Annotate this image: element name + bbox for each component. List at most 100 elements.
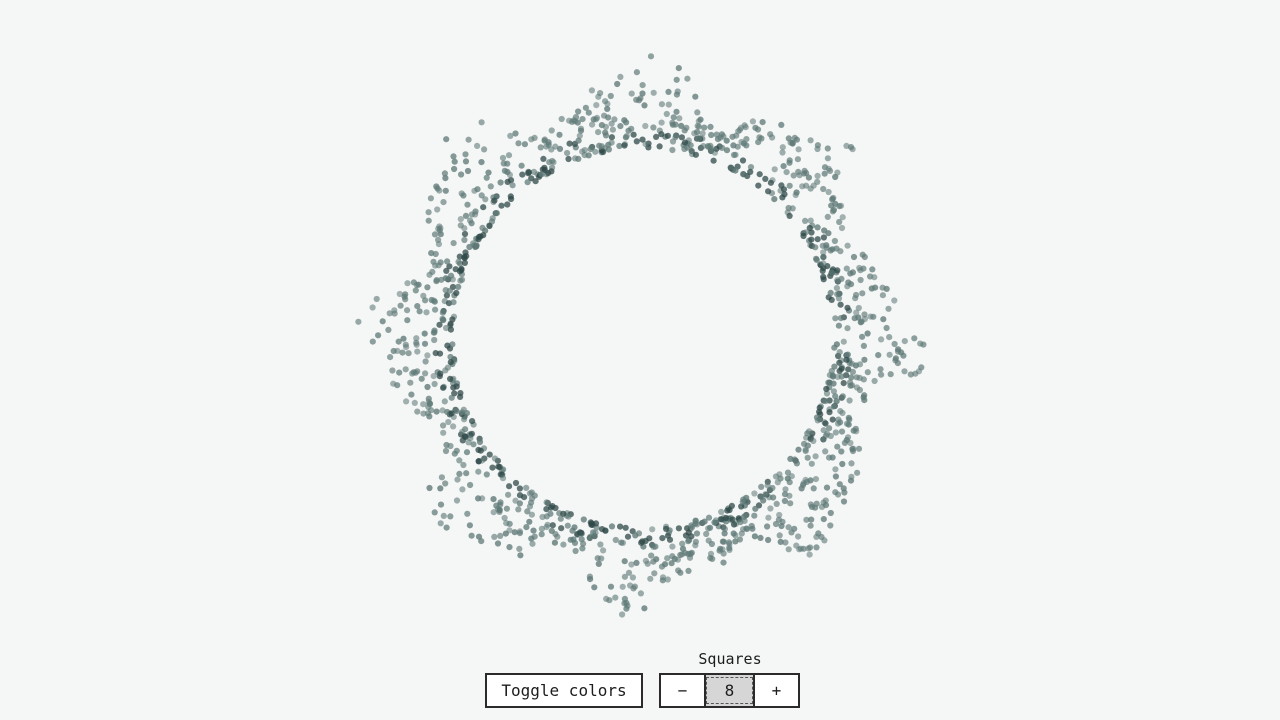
dot bbox=[442, 175, 449, 182]
dot bbox=[515, 140, 522, 147]
dot bbox=[710, 157, 717, 164]
dot bbox=[720, 559, 727, 566]
dot bbox=[528, 511, 536, 518]
dot bbox=[440, 199, 447, 206]
dot bbox=[516, 485, 524, 492]
dot bbox=[838, 365, 845, 372]
dot bbox=[837, 315, 845, 322]
dot bbox=[449, 341, 456, 348]
dot bbox=[418, 375, 425, 382]
dot bbox=[560, 541, 567, 548]
dot bbox=[751, 512, 758, 519]
dot bbox=[679, 545, 687, 552]
dot bbox=[764, 482, 771, 489]
dot bbox=[402, 366, 409, 373]
dot bbox=[717, 134, 724, 141]
dot bbox=[829, 372, 836, 379]
dot bbox=[785, 546, 792, 553]
dot bbox=[412, 287, 419, 294]
dot bbox=[651, 570, 658, 577]
dot bbox=[485, 169, 492, 176]
dot bbox=[593, 102, 600, 109]
dot bbox=[836, 290, 843, 297]
dot bbox=[775, 516, 783, 523]
dot bbox=[447, 326, 454, 333]
dot bbox=[437, 520, 444, 527]
dot bbox=[762, 175, 769, 182]
dot bbox=[678, 122, 685, 129]
dot bbox=[810, 437, 817, 445]
dot bbox=[607, 583, 615, 590]
dot bbox=[598, 143, 605, 150]
dot bbox=[408, 391, 415, 398]
dot bbox=[600, 148, 607, 156]
dot bbox=[525, 169, 533, 176]
dot bbox=[782, 539, 789, 546]
dot bbox=[703, 530, 710, 538]
dot bbox=[765, 536, 772, 544]
dot bbox=[803, 516, 810, 523]
dot bbox=[414, 303, 421, 310]
dot bbox=[843, 356, 850, 363]
dot bbox=[672, 134, 679, 141]
dot bbox=[443, 324, 450, 332]
dot bbox=[499, 475, 507, 482]
dot bbox=[826, 409, 833, 416]
dot bbox=[853, 309, 860, 316]
dot bbox=[856, 386, 864, 394]
dot bbox=[723, 137, 730, 144]
dot bbox=[898, 349, 905, 356]
dot bbox=[721, 525, 729, 533]
dot bbox=[607, 92, 614, 100]
dot bbox=[479, 224, 486, 231]
dot bbox=[868, 285, 875, 292]
dot bbox=[834, 443, 841, 450]
dot bbox=[665, 101, 672, 108]
dot bbox=[403, 398, 410, 405]
dot bbox=[847, 281, 855, 288]
dot bbox=[832, 200, 839, 207]
toggle-colors-button[interactable]: Toggle colors bbox=[485, 673, 643, 708]
dot bbox=[448, 410, 455, 417]
dot bbox=[758, 483, 765, 490]
dot bbox=[548, 168, 555, 175]
dot bbox=[438, 474, 445, 481]
dot bbox=[579, 116, 586, 123]
dot bbox=[447, 513, 454, 520]
dot bbox=[810, 485, 817, 492]
dot bbox=[474, 186, 481, 193]
dot bbox=[720, 550, 727, 557]
dot bbox=[404, 280, 411, 287]
dot bbox=[586, 573, 594, 580]
dot bbox=[808, 516, 815, 523]
dot bbox=[831, 344, 838, 351]
dot bbox=[523, 524, 530, 531]
dot bbox=[845, 366, 852, 373]
dot bbox=[807, 501, 815, 508]
dot bbox=[441, 170, 448, 177]
dot bbox=[828, 269, 835, 276]
dot bbox=[426, 271, 433, 278]
dot bbox=[617, 523, 624, 530]
dot bbox=[805, 174, 813, 181]
dot bbox=[673, 76, 680, 83]
dot bbox=[692, 538, 700, 545]
dot bbox=[474, 142, 481, 149]
dot bbox=[741, 513, 748, 520]
dot bbox=[751, 533, 759, 540]
increment-button[interactable]: + bbox=[771, 681, 782, 700]
dot bbox=[718, 508, 725, 515]
dot bbox=[407, 379, 414, 386]
squares-value-field[interactable]: 8 bbox=[704, 675, 755, 706]
decrement-button[interactable]: − bbox=[677, 681, 688, 700]
dot bbox=[701, 518, 708, 525]
dot bbox=[572, 547, 579, 555]
dot bbox=[793, 189, 800, 196]
dot bbox=[459, 428, 466, 435]
dot bbox=[849, 445, 856, 453]
dot bbox=[755, 182, 762, 189]
dot bbox=[609, 126, 617, 133]
dot bbox=[869, 266, 876, 273]
dot bbox=[578, 529, 585, 536]
